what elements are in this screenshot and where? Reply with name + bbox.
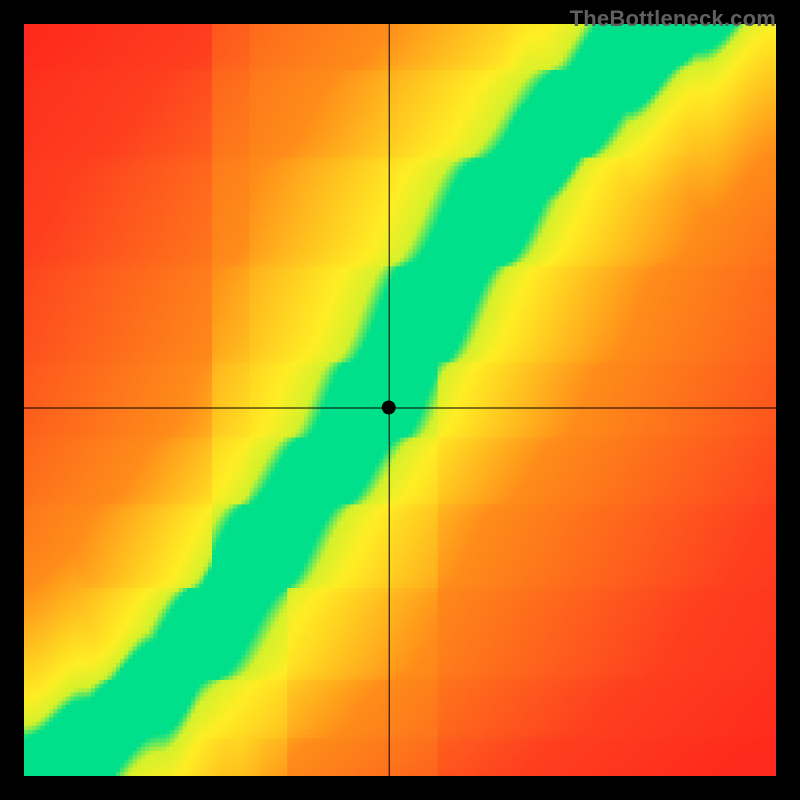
chart-container: TheBottleneck.com xyxy=(0,0,800,800)
watermark-label: TheBottleneck.com xyxy=(570,6,776,32)
bottleneck-heatmap xyxy=(0,0,800,800)
